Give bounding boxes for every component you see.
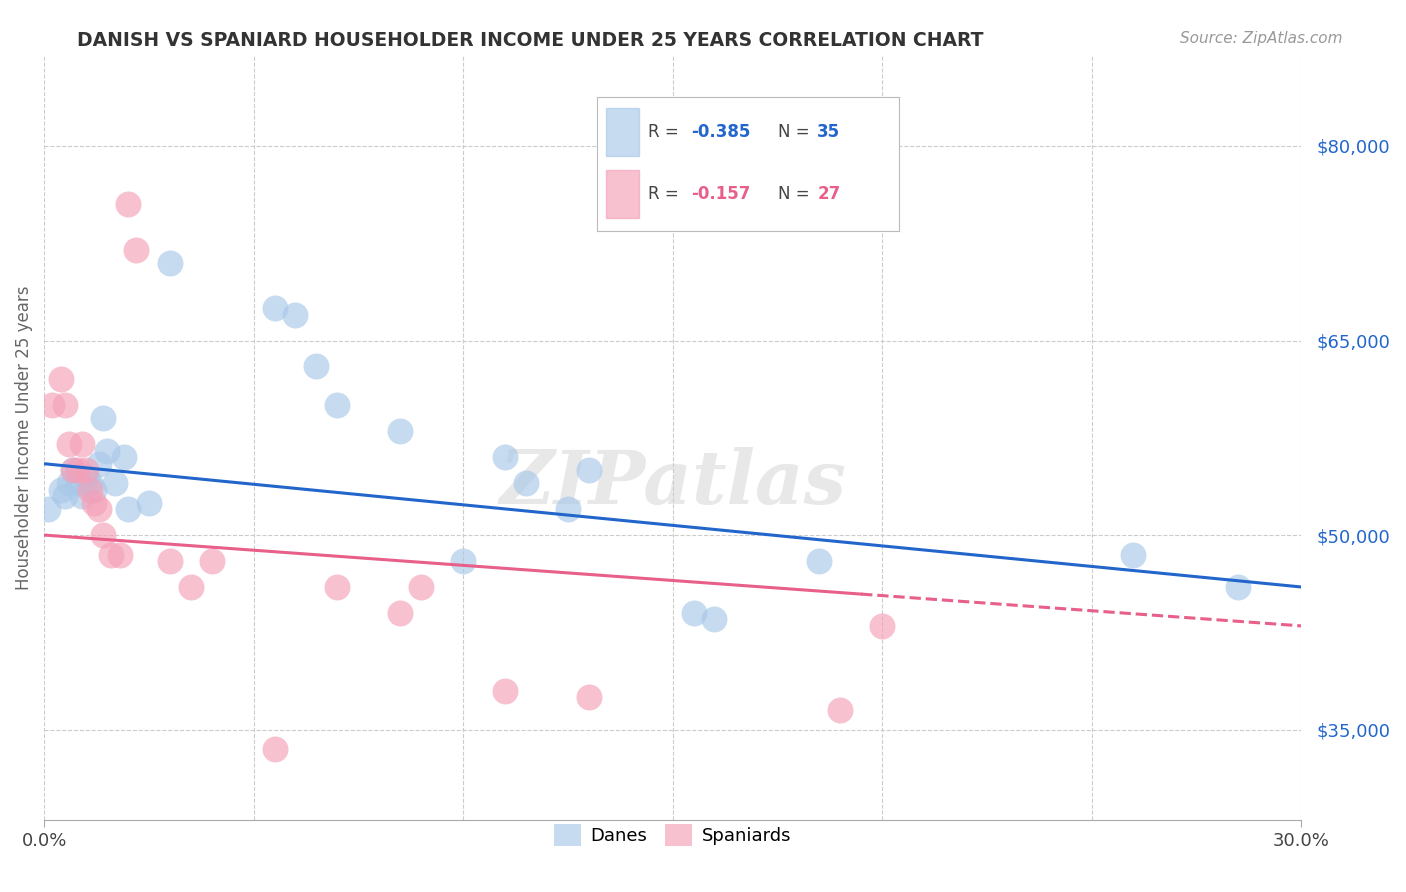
- Point: [138, 496, 160, 510]
- Point: [91, 528, 114, 542]
- Point: [117, 502, 139, 516]
- Y-axis label: Householder Income Under 25 years: Householder Income Under 25 years: [15, 285, 32, 590]
- Point: [263, 742, 285, 756]
- Point: [53, 489, 76, 503]
- Point: [515, 476, 537, 491]
- Point: [411, 580, 433, 594]
- Point: [87, 457, 110, 471]
- Point: [91, 411, 114, 425]
- Point: [83, 483, 105, 497]
- Point: [682, 606, 704, 620]
- Point: [66, 476, 89, 491]
- Point: [70, 489, 93, 503]
- Text: DANISH VS SPANIARD HOUSEHOLDER INCOME UNDER 25 YEARS CORRELATION CHART: DANISH VS SPANIARD HOUSEHOLDER INCOME UN…: [77, 31, 984, 50]
- Point: [66, 463, 89, 477]
- Point: [808, 554, 831, 568]
- Point: [830, 703, 852, 717]
- Point: [201, 554, 224, 568]
- Point: [389, 606, 412, 620]
- Point: [62, 463, 84, 477]
- Point: [70, 437, 93, 451]
- Point: [83, 496, 105, 510]
- Point: [104, 476, 127, 491]
- Point: [125, 243, 148, 257]
- Point: [58, 476, 80, 491]
- Point: [100, 548, 122, 562]
- Point: [53, 398, 76, 412]
- Text: ZIPatlas: ZIPatlas: [499, 448, 846, 520]
- Point: [41, 398, 63, 412]
- Point: [557, 502, 579, 516]
- Point: [62, 463, 84, 477]
- Point: [1227, 580, 1250, 594]
- Point: [284, 308, 307, 322]
- Point: [75, 469, 97, 483]
- Point: [180, 580, 202, 594]
- Point: [870, 619, 893, 633]
- Point: [112, 450, 135, 465]
- Point: [494, 683, 516, 698]
- Point: [578, 690, 600, 705]
- Point: [87, 502, 110, 516]
- Point: [159, 554, 181, 568]
- Point: [578, 463, 600, 477]
- Point: [79, 476, 101, 491]
- Point: [49, 372, 72, 386]
- Point: [75, 463, 97, 477]
- Point: [49, 483, 72, 497]
- Point: [703, 612, 725, 626]
- Point: [263, 301, 285, 315]
- Point: [451, 554, 474, 568]
- Point: [79, 483, 101, 497]
- Point: [305, 359, 328, 374]
- Point: [159, 255, 181, 269]
- Point: [96, 443, 118, 458]
- Point: [1122, 548, 1144, 562]
- Point: [58, 437, 80, 451]
- Point: [389, 425, 412, 439]
- Point: [37, 502, 59, 516]
- Point: [117, 197, 139, 211]
- Point: [326, 398, 349, 412]
- Point: [326, 580, 349, 594]
- Point: [108, 548, 131, 562]
- Text: Source: ZipAtlas.com: Source: ZipAtlas.com: [1180, 31, 1343, 46]
- Point: [494, 450, 516, 465]
- Legend: Danes, Spaniards: Danes, Spaniards: [547, 817, 799, 854]
